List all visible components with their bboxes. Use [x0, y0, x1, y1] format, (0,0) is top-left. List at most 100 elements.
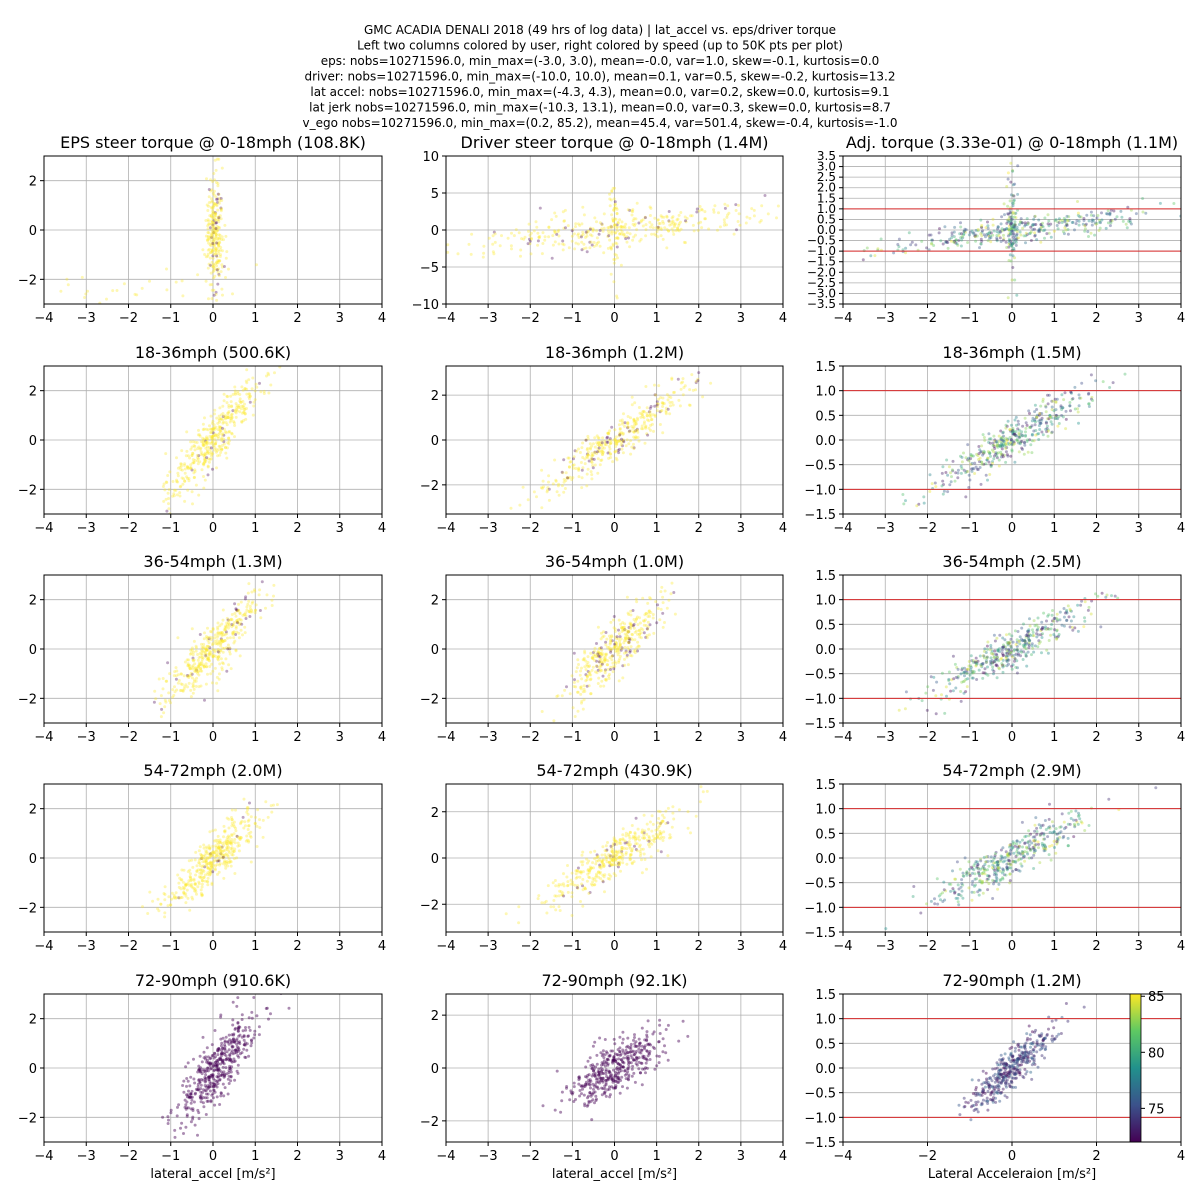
- scatter-point: [213, 178, 217, 182]
- scatter-point: [209, 251, 213, 255]
- scatter-point: [1024, 654, 1028, 658]
- scatter-point: [600, 679, 604, 683]
- scatter-point: [1076, 211, 1080, 215]
- scatter-point: [1026, 634, 1030, 638]
- scatter-point: [999, 222, 1003, 226]
- scatter-point: [581, 904, 585, 908]
- scatter-point: [156, 907, 160, 911]
- scatter-point: [1024, 634, 1028, 637]
- scatter-point: [658, 222, 662, 225]
- scatter-point: [1052, 617, 1056, 620]
- scatter-point: [218, 226, 221, 230]
- scatter-point: [216, 428, 220, 431]
- scatter-point: [649, 423, 653, 427]
- y-tick-label: −2: [18, 901, 37, 916]
- scatter-point: [174, 896, 178, 900]
- scatter-point: [1092, 214, 1096, 218]
- scatter-point: [654, 832, 658, 836]
- scatter-point: [607, 647, 611, 651]
- scatter-point: [626, 663, 630, 667]
- scatter-point: [609, 874, 613, 878]
- scatter-point: [229, 841, 233, 845]
- scatter-point: [163, 893, 167, 896]
- scatter-point: [223, 627, 227, 631]
- scatter-point: [989, 661, 993, 665]
- scatter-point: [222, 829, 226, 833]
- scatter-point: [226, 861, 230, 865]
- scatter-point: [185, 464, 189, 468]
- scatter-point: [580, 222, 584, 226]
- scatter-point: [677, 808, 681, 812]
- scatter-point: [202, 846, 206, 850]
- scatter-points: [897, 591, 1120, 716]
- scatter-point: [614, 217, 618, 221]
- scatter-point: [991, 460, 994, 464]
- scatter-point: [598, 870, 602, 874]
- scatter-point: [684, 220, 688, 224]
- scatter-point: [585, 684, 589, 688]
- scatter-point: [229, 394, 233, 398]
- scatter-point: [986, 450, 990, 454]
- scatter-point: [191, 452, 195, 456]
- scatter-point: [198, 861, 202, 865]
- scatter-point: [597, 232, 601, 236]
- scatter-point: [1047, 224, 1051, 228]
- scatter-point: [183, 499, 187, 503]
- y-tick-label: 0.5: [815, 618, 836, 633]
- scatter-point: [207, 222, 211, 226]
- scatter-point: [198, 433, 202, 437]
- scatter-point: [956, 667, 960, 671]
- scatter-point: [209, 428, 213, 431]
- scatter-point: [210, 297, 214, 301]
- scatter-point: [967, 660, 971, 663]
- scatter-point: [979, 482, 983, 486]
- scatter-point: [587, 859, 591, 863]
- scatter-point: [205, 665, 209, 669]
- scatter-point: [205, 645, 209, 648]
- scatter-point: [218, 662, 222, 666]
- scatter-point: [984, 660, 988, 664]
- scatter-point: [596, 668, 600, 672]
- scatter-point: [217, 226, 220, 229]
- scatter-point: [275, 803, 279, 807]
- scatter-point: [993, 658, 997, 662]
- scatter-point: [598, 669, 602, 673]
- scatter-point: [585, 663, 589, 667]
- scatter-point: [182, 887, 186, 891]
- scatter-point: [237, 404, 241, 407]
- scatter-point: [1058, 610, 1062, 614]
- scatter-point: [217, 641, 221, 645]
- scatter-point: [991, 443, 995, 447]
- scatter-point: [992, 229, 996, 233]
- scatter-point: [983, 647, 987, 651]
- scatter-point: [606, 246, 610, 250]
- scatter-point: [1007, 641, 1011, 645]
- scatter-point: [984, 659, 988, 663]
- scatter-point: [607, 873, 611, 877]
- scatter-point: [222, 835, 225, 839]
- scatter-point: [946, 473, 950, 477]
- scatter-point: [592, 457, 596, 461]
- scatter-point: [620, 627, 624, 631]
- scatter-point: [987, 234, 991, 238]
- scatter-point: [541, 479, 545, 483]
- scatter-point: [589, 866, 593, 870]
- scatter-point: [593, 216, 597, 220]
- scatter-point: [941, 465, 945, 469]
- panel-title: EPS steer torque @ 0-18mph (108.8K): [60, 133, 366, 152]
- scatter-point: [553, 240, 557, 244]
- scatter-point: [201, 864, 205, 868]
- y-tick-label: 1.0: [817, 202, 836, 216]
- scatter-point: [967, 459, 971, 463]
- scatter-point: [620, 225, 624, 229]
- scatter-point: [579, 669, 583, 673]
- scatter-point: [174, 280, 178, 284]
- scatter-point: [600, 859, 604, 863]
- scatter-point: [967, 456, 971, 460]
- scatter-point: [166, 904, 170, 908]
- scatter-point: [543, 235, 547, 239]
- scatter-point: [593, 445, 597, 449]
- scatter-point: [1113, 217, 1117, 221]
- scatter-point: [613, 231, 617, 235]
- scatter-point: [620, 852, 624, 856]
